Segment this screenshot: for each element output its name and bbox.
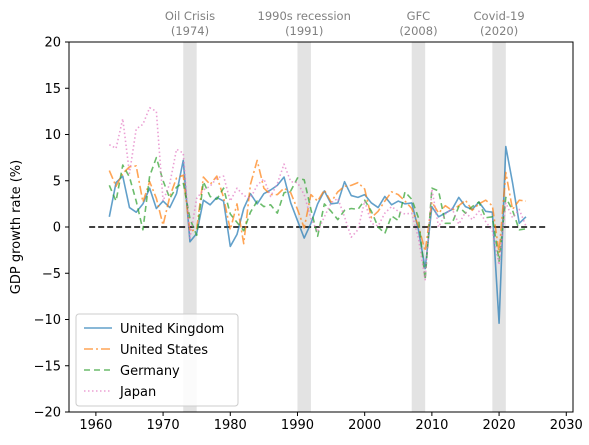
series-line-united-states [108, 159, 527, 254]
event-label-title: Oil Crisis [165, 9, 215, 23]
y-axis: −20 −15 −10 −5 0 5 10 15 20 [34, 36, 69, 421]
legend-box [75, 313, 239, 407]
y-tick-label: 5 [53, 174, 61, 189]
event-label-year: (1991) [285, 24, 323, 38]
x-tick-label: 2000 [348, 418, 381, 433]
y-tick-label: 20 [44, 36, 61, 51]
y-tick-label: 15 [44, 82, 61, 97]
x-tick-label: 2010 [415, 418, 448, 433]
x-tick-label: 1970 [147, 418, 180, 433]
event-label-title: Covid-19 [474, 9, 525, 23]
legend-label: United Kingdom [120, 322, 224, 337]
legend-label: Germany [120, 364, 180, 379]
series-line-united-kingdom [108, 145, 527, 325]
y-tick-label: −5 [42, 267, 61, 282]
x-tick-label: 1990 [281, 418, 314, 433]
y-tick-label: −20 [34, 406, 61, 421]
y-tick-label: 0 [53, 221, 61, 236]
x-tick-label: 1980 [214, 418, 247, 433]
y-tick-label: −10 [34, 313, 61, 328]
series-line-japan [108, 106, 527, 281]
x-tick-label: 1960 [79, 418, 112, 433]
y-tick-label: 10 [44, 128, 61, 143]
series-line-germany [108, 156, 527, 281]
event-label-title: 1990s recession [258, 9, 351, 23]
event-label-year: (2008) [399, 24, 437, 38]
legend-label: United States [120, 343, 208, 358]
x-tick-label: 2030 [550, 418, 583, 433]
x-tick-label: 2020 [483, 418, 516, 433]
x-axis: 1960 1970 1980 1990 2000 2010 2020 2030 [79, 412, 583, 433]
legend-label: Japan [119, 385, 156, 400]
series-lines [108, 106, 527, 325]
y-tick-label: −15 [34, 359, 61, 374]
event-label-year: (2020) [480, 24, 518, 38]
event-label-title: GFC [407, 9, 431, 23]
y-axis-label: GDP growth rate (%) [9, 160, 24, 294]
event-label-year: (1974) [171, 24, 209, 38]
event-labels: Oil Crisis(1974) 1990s recession(1991) GFC… [165, 9, 525, 38]
legend: United Kingdom United States Germany Japan [75, 313, 239, 407]
